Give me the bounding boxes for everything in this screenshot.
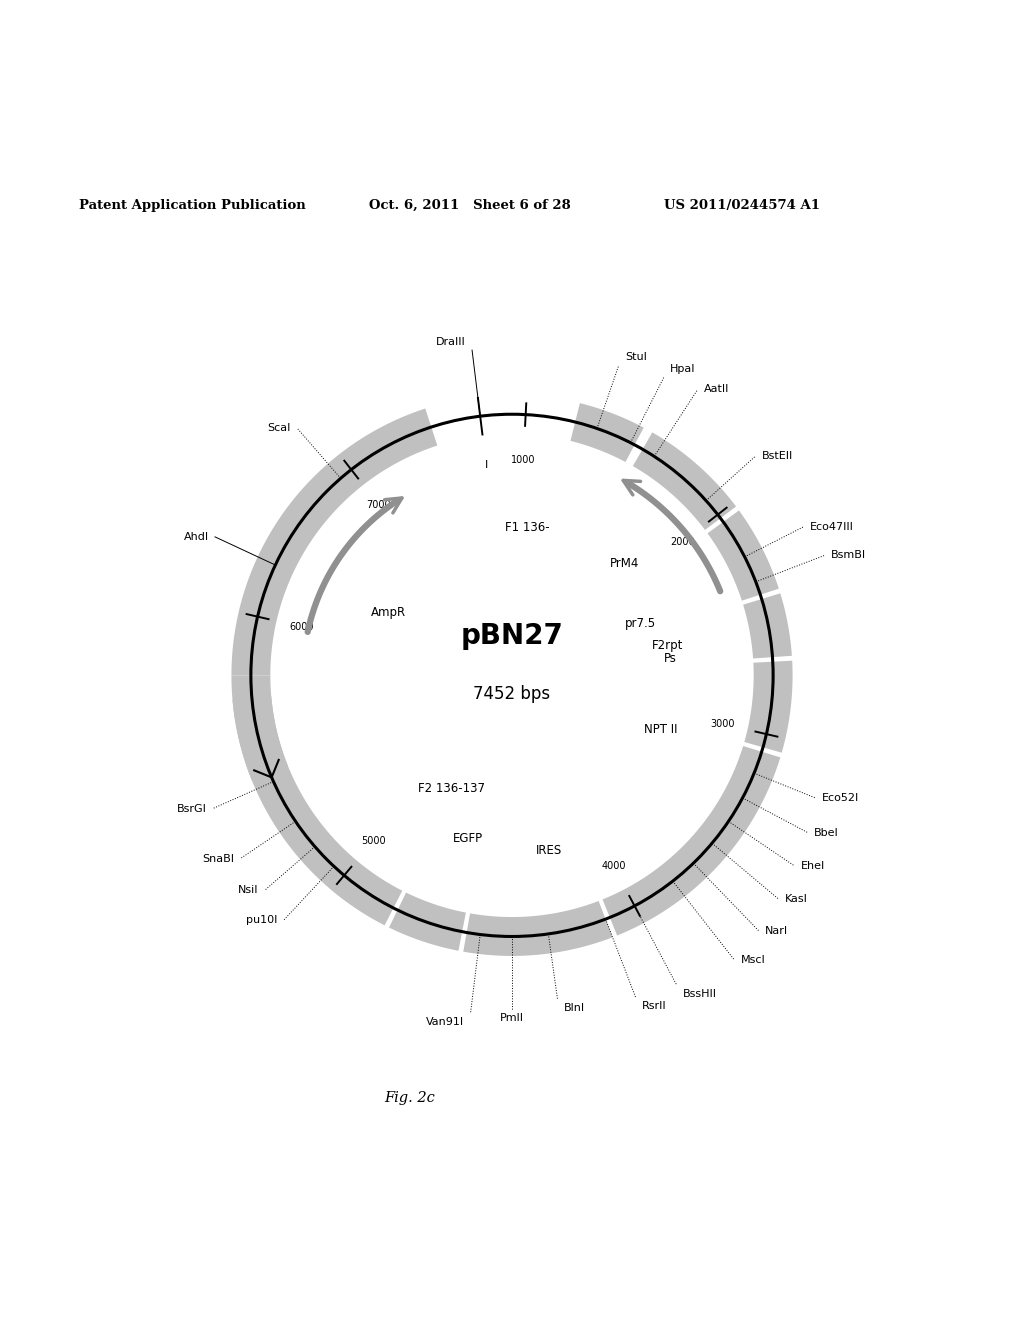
Polygon shape	[602, 746, 780, 936]
Text: ScaI: ScaI	[267, 422, 291, 433]
Polygon shape	[389, 892, 466, 950]
Text: AhdI: AhdI	[183, 532, 209, 543]
Text: pu10I: pu10I	[246, 915, 278, 925]
Text: Fig. 2c: Fig. 2c	[384, 1092, 435, 1105]
Text: 4000: 4000	[601, 861, 626, 871]
Text: BstEII: BstEII	[762, 451, 793, 461]
Text: BsrGI: BsrGI	[176, 804, 207, 813]
Polygon shape	[231, 408, 437, 676]
Text: NPT II: NPT II	[644, 723, 678, 737]
Text: Oct. 6, 2011   Sheet 6 of 28: Oct. 6, 2011 Sheet 6 of 28	[369, 199, 570, 211]
Text: Patent Application Publication: Patent Application Publication	[79, 199, 305, 211]
Polygon shape	[231, 676, 274, 725]
Text: F2 136-137: F2 136-137	[419, 781, 485, 795]
Text: F2rpt: F2rpt	[652, 639, 683, 652]
Text: AmpR: AmpR	[372, 606, 407, 619]
Text: StuI: StuI	[625, 352, 647, 363]
Polygon shape	[743, 593, 792, 659]
Text: F1 136-: F1 136-	[505, 521, 550, 535]
Text: Ps: Ps	[664, 652, 676, 665]
Polygon shape	[570, 403, 644, 462]
Text: 1000: 1000	[511, 454, 536, 465]
Text: Eco47III: Eco47III	[810, 521, 854, 532]
Text: HpaI: HpaI	[670, 364, 695, 374]
Polygon shape	[744, 661, 793, 752]
Text: NsiI: NsiI	[238, 886, 258, 895]
Text: PrM4: PrM4	[609, 557, 639, 570]
Text: 7000: 7000	[367, 500, 391, 510]
Text: 5000: 5000	[360, 836, 385, 846]
Text: DraIII: DraIII	[436, 337, 466, 347]
Text: I: I	[484, 459, 487, 470]
Polygon shape	[232, 697, 288, 780]
Text: BbeI: BbeI	[814, 828, 839, 838]
Text: US 2011/0244574 A1: US 2011/0244574 A1	[664, 199, 819, 211]
Text: Eco52I: Eco52I	[822, 793, 859, 803]
Text: BssHII: BssHII	[683, 989, 717, 998]
Text: AatII: AatII	[703, 384, 729, 395]
Polygon shape	[708, 511, 779, 601]
Text: EGFP: EGFP	[454, 832, 483, 845]
Text: RsrII: RsrII	[642, 1001, 667, 1011]
Text: pBN27: pBN27	[461, 623, 563, 651]
Text: NarI: NarI	[765, 925, 788, 936]
Text: MscI: MscI	[740, 956, 765, 965]
Polygon shape	[633, 433, 736, 529]
Text: EheI: EheI	[801, 861, 825, 871]
Text: IRES: IRES	[537, 845, 562, 857]
Text: BlnI: BlnI	[564, 1003, 585, 1012]
Text: 2000: 2000	[670, 537, 694, 548]
Text: PmlI: PmlI	[500, 1014, 524, 1023]
Text: pr7.5: pr7.5	[625, 616, 655, 630]
Text: BsmBI: BsmBI	[830, 550, 866, 561]
Text: 3000: 3000	[711, 719, 735, 729]
Text: 6000: 6000	[289, 622, 313, 632]
Polygon shape	[463, 902, 612, 956]
Text: Van91I: Van91I	[426, 1016, 464, 1027]
Text: KasI: KasI	[784, 894, 808, 904]
Polygon shape	[236, 717, 402, 925]
Text: SnaBI: SnaBI	[202, 854, 234, 863]
Text: 7452 bps: 7452 bps	[473, 685, 551, 702]
